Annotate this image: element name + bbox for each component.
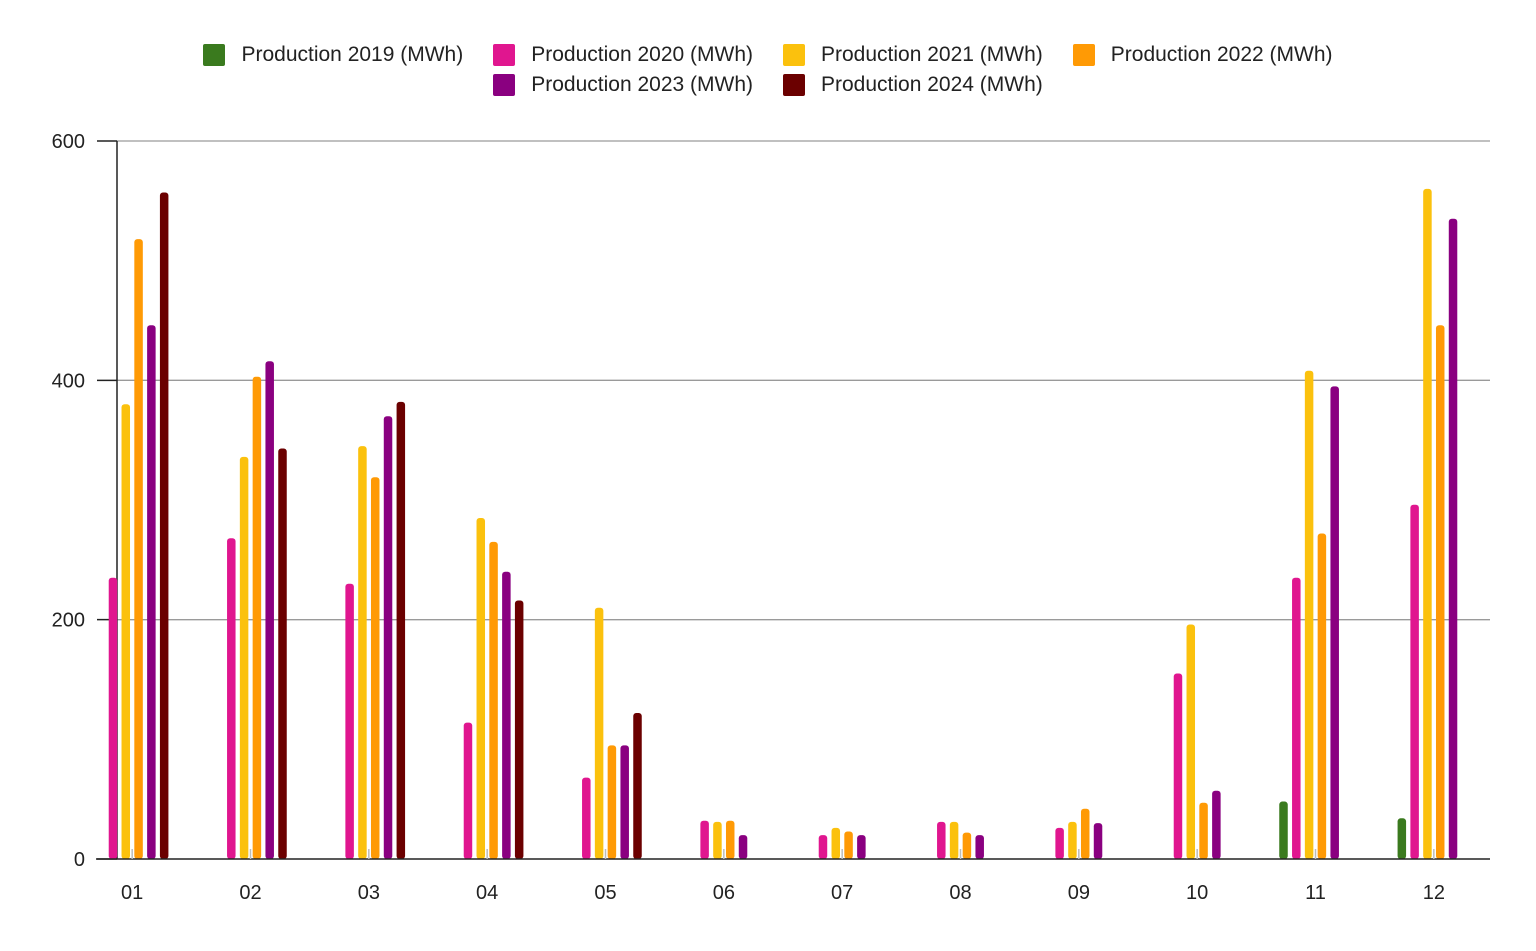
legend-swatch-2024 [783,74,805,96]
bar-2021-04 [476,517,486,859]
y-tick-label-400: 400 [52,370,85,392]
bar-2020-07 [818,835,828,859]
legend-swatch-2020 [493,44,516,66]
bar-2020-03 [345,583,354,859]
bar-2023-01 [147,325,156,859]
legend-item-2024[interactable]: Production 2024 (MWh) [783,73,1043,97]
bar-2023-03 [383,416,393,859]
x-tick-label-12: 12 [1423,882,1445,904]
legend-swatch-2023 [493,74,516,96]
legend-swatch-2021 [783,44,805,66]
bar-2022-03 [370,477,380,859]
bar-2023-12 [1448,218,1458,859]
legend-swatch-2019 [203,44,226,66]
x-tick-label-09: 09 [1068,882,1090,904]
x-tick-label-04: 04 [476,882,498,904]
bar-2023-10 [1212,790,1221,859]
bar-2024-03 [396,401,406,859]
bar-2021-12 [1423,188,1432,859]
x-tick-label-11: 11 [1305,882,1326,904]
bar-2023-11 [1330,386,1339,859]
legend-item-2020[interactable]: Production 2020 (MWh) [493,43,753,67]
bar-2023-07 [857,835,866,859]
x-tick-label-01: 01 [121,882,143,904]
legend-label-2020: Production 2020 (MWh) [531,43,753,66]
x-tick-label-10: 10 [1186,882,1208,904]
bar-2020-02 [227,538,236,859]
bar-2024-04 [514,600,524,859]
bar-2021-09 [1068,821,1077,859]
legend-label-2024: Production 2024 (MWh) [821,73,1043,96]
legend-label-2023: Production 2023 (MWh) [531,73,753,96]
bar-2021-01 [121,404,131,859]
bar-2021-08 [949,821,959,859]
bar-2020-01 [108,577,118,859]
bar-2021-03 [358,446,367,859]
bar-2022-08 [962,832,972,859]
bar-2022-06 [725,820,735,859]
bar-2021-06 [713,821,722,859]
bar-2024-01 [159,192,169,859]
y-tick-label-200: 200 [52,610,85,632]
legend-label-2019: Production 2019 (MWh) [241,43,464,66]
x-tick-label-03: 03 [358,882,380,904]
legend-swatch-2022 [1072,44,1095,66]
bar-2022-10 [1199,802,1208,859]
bar-2024-02 [278,448,287,859]
bar-2022-04 [489,541,498,859]
bar-2023-08 [975,835,984,859]
bar-2020-05 [582,777,591,859]
bar-2023-09 [1093,823,1103,859]
x-tick-label-07: 07 [831,882,853,904]
legend: Production 2019 (MWh) Production 2020 (M… [0,40,1536,100]
x-tick-label-02: 02 [239,882,261,904]
bar-2021-10 [1186,624,1196,859]
legend-item-2022[interactable]: Production 2022 (MWh) [1072,43,1333,67]
bar-2022-09 [1080,808,1090,859]
legend-label-2021: Production 2021 (MWh) [821,43,1043,66]
bar-2022-12 [1435,325,1445,859]
bar-2020-11 [1292,577,1301,859]
bar-2022-01 [134,239,143,859]
bar-2019-11 [1279,801,1288,859]
x-tick-label-08: 08 [949,882,971,904]
bar-2019-12 [1397,818,1407,859]
bar-2021-11 [1304,370,1314,859]
bar-2023-05 [620,745,629,859]
bar-2023-04 [502,571,511,859]
bar-2020-08 [937,821,946,859]
legend-label-2022: Production 2022 (MWh) [1110,43,1333,66]
y-tick-label-0: 0 [74,849,85,871]
bar-2022-11 [1317,533,1327,859]
bar-2021-05 [594,607,604,859]
x-tick-label-05: 05 [594,882,616,904]
bar-2022-07 [844,831,853,859]
bar-2020-10 [1173,673,1183,859]
bar-2023-02 [265,361,274,859]
x-tick-label-06: 06 [713,882,735,904]
bar-2022-02 [252,376,262,859]
bar-2023-06 [738,835,748,859]
bar-2024-05 [633,713,642,859]
legend-row-2: Production 2023 (MWh) Production 2024 (M… [0,70,1536,100]
bar-2022-05 [607,745,617,859]
y-tick-label-600: 600 [52,131,85,153]
legend-row-1: Production 2019 (MWh) Production 2020 (M… [0,40,1536,70]
legend-item-2021[interactable]: Production 2021 (MWh) [783,43,1043,67]
bar-2020-04 [463,722,473,859]
legend-item-2019[interactable]: Production 2019 (MWh) [203,43,463,67]
bar-2020-09 [1055,827,1064,859]
legend-item-2023[interactable]: Production 2023 (MWh) [493,73,753,97]
bar-2020-06 [700,820,709,859]
bar-2020-12 [1410,504,1419,859]
bar-2021-02 [239,456,249,859]
bar-2021-07 [831,827,841,859]
